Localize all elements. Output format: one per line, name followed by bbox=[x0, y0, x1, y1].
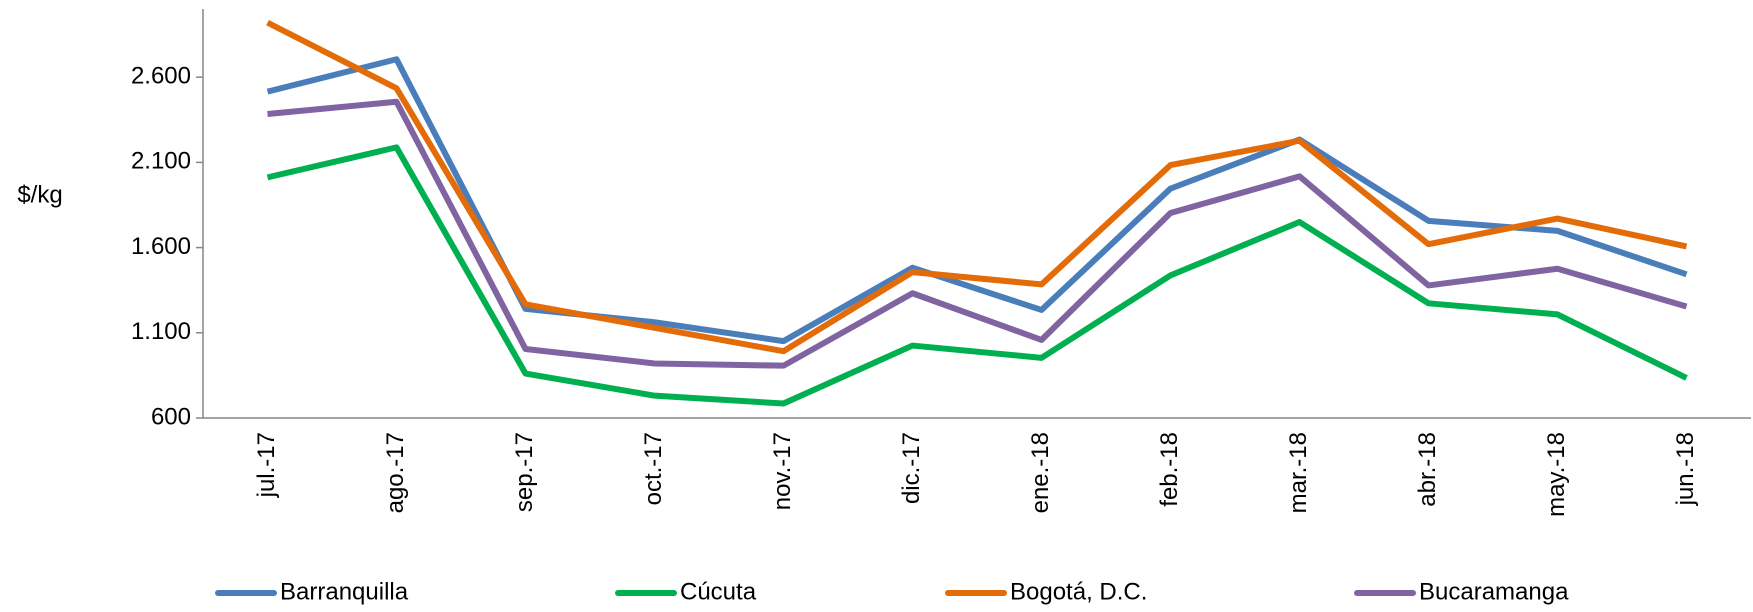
y-tick-label: 2.600 bbox=[131, 63, 191, 90]
x-tick-label: jun.-18 bbox=[1672, 432, 1699, 506]
x-tick-label: ago.-17 bbox=[382, 432, 409, 513]
x-tick-label: nov.-17 bbox=[769, 432, 796, 510]
series-line bbox=[266, 144, 1688, 407]
y-tick-label: 1.600 bbox=[131, 233, 191, 260]
x-tick-label: feb.-18 bbox=[1156, 432, 1183, 507]
y-tick-label: 1.100 bbox=[131, 318, 191, 345]
legend-label: Cúcuta bbox=[680, 578, 757, 605]
x-tick-label: may.-18 bbox=[1543, 432, 1570, 517]
x-tick-label: mar.-18 bbox=[1285, 432, 1312, 513]
x-tick-label: dic.-17 bbox=[898, 432, 925, 504]
y-axis-label: $/kg bbox=[17, 181, 62, 208]
series-line bbox=[267, 98, 1688, 369]
x-tick-label: jul.-17 bbox=[253, 432, 280, 498]
x-tick-label: oct.-17 bbox=[640, 432, 667, 505]
legend-label: Bucaramanga bbox=[1419, 578, 1569, 605]
x-tick-label: ene.-18 bbox=[1027, 432, 1054, 513]
x-tick-label: sep.-17 bbox=[511, 432, 538, 512]
series-line bbox=[266, 19, 1688, 355]
legend-label: Barranquilla bbox=[280, 578, 409, 605]
y-tick-label: 2.100 bbox=[131, 148, 191, 175]
y-tick-label: 600 bbox=[151, 403, 191, 430]
x-tick-label: abr.-18 bbox=[1414, 432, 1441, 507]
legend-label: Bogotá, D.C. bbox=[1010, 578, 1147, 605]
